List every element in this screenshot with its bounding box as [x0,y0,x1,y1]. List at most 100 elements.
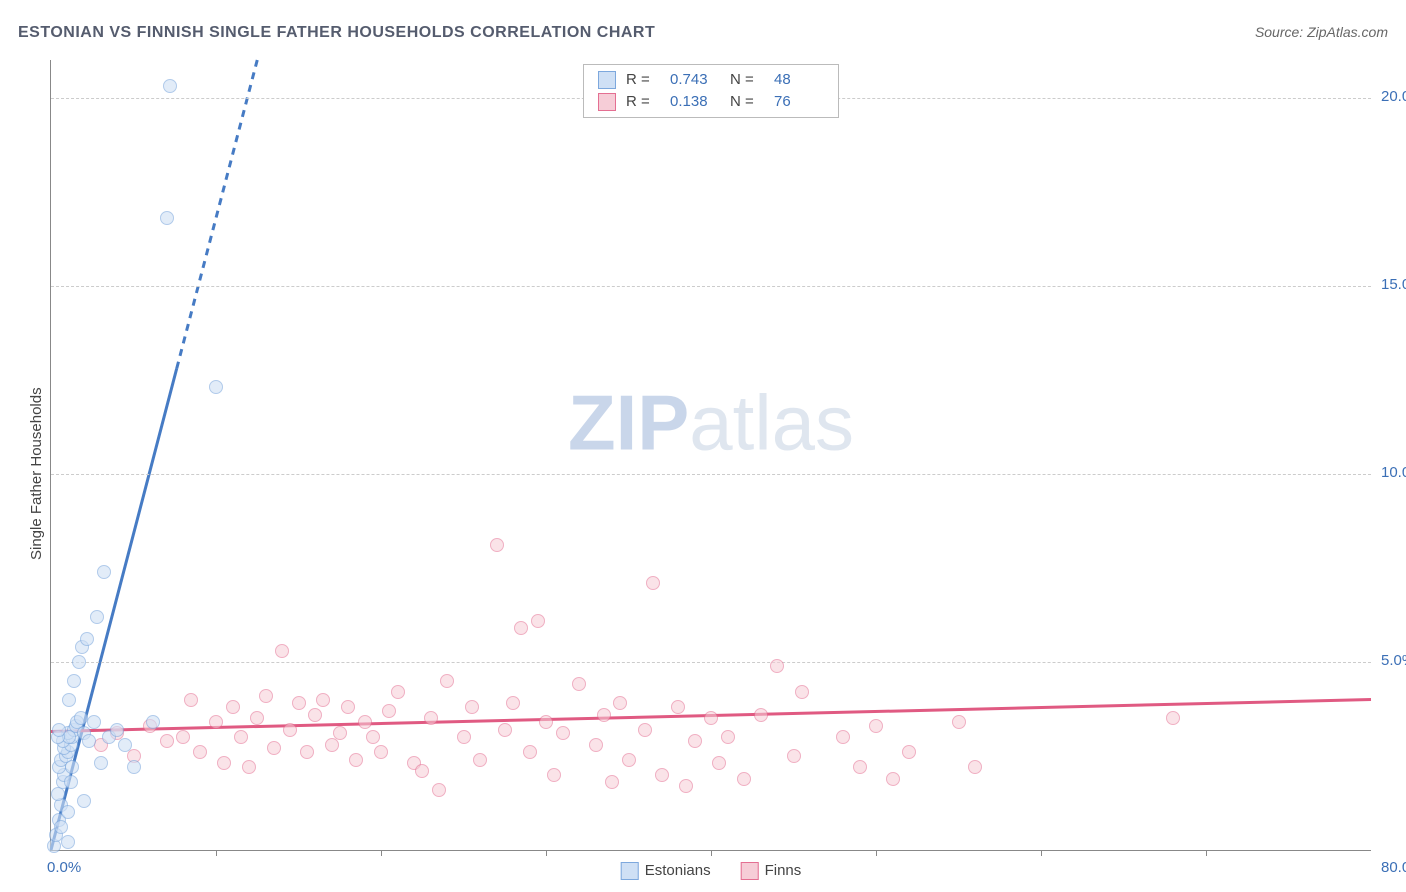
data-point-finns [498,723,512,737]
source-attribution: Source: ZipAtlas.com [1255,24,1388,40]
data-point-finns [349,753,363,767]
data-point-finns [613,696,627,710]
data-point-estonians [67,674,81,688]
swatch-finns [741,862,759,880]
data-point-estonians [65,760,79,774]
x-tick [546,850,547,856]
data-point-estonians [94,756,108,770]
data-point-finns [432,783,446,797]
data-point-estonians [77,794,91,808]
trend-lines [51,60,1371,850]
n-label: N = [730,91,764,113]
x-tick [711,850,712,856]
chart-container: ESTONIAN VS FINNISH SINGLE FATHER HOUSEH… [0,0,1406,892]
data-point-finns [787,749,801,763]
x-tick [1041,850,1042,856]
data-point-estonians [209,380,223,394]
chart-title: ESTONIAN VS FINNISH SINGLE FATHER HOUSEH… [18,24,655,42]
series-label-finns: Finns [765,862,802,879]
r-label: R = [626,69,660,91]
data-point-finns [415,764,429,778]
n-value-finns: 76 [774,91,824,113]
x-tick [381,850,382,856]
legend-row-estonians: R = 0.743 N = 48 [598,69,824,91]
data-point-estonians [97,565,111,579]
data-point-finns [391,685,405,699]
data-point-finns [217,756,231,770]
x-tick [216,850,217,856]
r-value-finns: 0.138 [670,91,720,113]
data-point-estonians [54,820,68,834]
data-point-finns [968,760,982,774]
data-point-estonians [127,760,141,774]
data-point-finns [184,693,198,707]
data-point-estonians [118,738,132,752]
x-axis-end-label: 80.0% [1381,859,1406,876]
data-point-estonians [82,734,96,748]
data-point-estonians [64,775,78,789]
data-point-finns [234,730,248,744]
data-point-finns [523,745,537,759]
data-point-finns [424,711,438,725]
data-point-finns [655,768,669,782]
axis-origin-label: 0.0% [47,859,81,876]
data-point-estonians [52,723,66,737]
data-point-estonians [61,805,75,819]
data-point-finns [333,726,347,740]
data-point-finns [292,696,306,710]
swatch-estonians [598,71,616,89]
data-point-finns [547,768,561,782]
swatch-finns [598,93,616,111]
data-point-finns [704,711,718,725]
data-point-estonians [72,655,86,669]
legend-item-estonians: Estonians [621,862,711,880]
y-axis-label: Single Father Households [28,387,45,560]
data-point-finns [886,772,900,786]
data-point-finns [250,711,264,725]
data-point-finns [308,708,322,722]
watermark-bold: ZIP [568,379,689,467]
data-point-finns [795,685,809,699]
data-point-finns [737,772,751,786]
data-point-finns [160,734,174,748]
data-point-estonians [146,715,160,729]
swatch-estonians [621,862,639,880]
data-point-finns [679,779,693,793]
data-point-finns [638,723,652,737]
data-point-finns [721,730,735,744]
data-point-finns [754,708,768,722]
gridline [51,662,1371,663]
data-point-finns [622,753,636,767]
data-point-estonians [61,835,75,849]
data-point-finns [382,704,396,718]
y-tick-label: 5.0% [1381,652,1406,669]
data-point-finns [490,538,504,552]
x-tick [876,850,877,856]
data-point-finns [671,700,685,714]
data-point-finns [572,677,586,691]
data-point-finns [952,715,966,729]
data-point-finns [465,700,479,714]
data-point-finns [473,753,487,767]
data-point-finns [506,696,520,710]
plot-area: ZIPatlas R = 0.743 N = 48 R = 0.138 N = … [50,60,1371,851]
data-point-finns [556,726,570,740]
r-value-estonians: 0.743 [670,69,720,91]
data-point-finns [902,745,916,759]
r-label: R = [626,91,660,113]
data-point-estonians [62,693,76,707]
data-point-finns [316,693,330,707]
source-site: ZipAtlas.com [1307,24,1388,40]
data-point-finns [589,738,603,752]
data-point-finns [275,644,289,658]
data-point-estonians [87,715,101,729]
x-tick [1206,850,1207,856]
data-point-finns [176,730,190,744]
data-point-finns [853,760,867,774]
data-point-finns [267,741,281,755]
trend-line [177,60,258,368]
data-point-finns [283,723,297,737]
legend-item-finns: Finns [741,862,802,880]
data-point-finns [259,689,273,703]
data-point-estonians [160,211,174,225]
